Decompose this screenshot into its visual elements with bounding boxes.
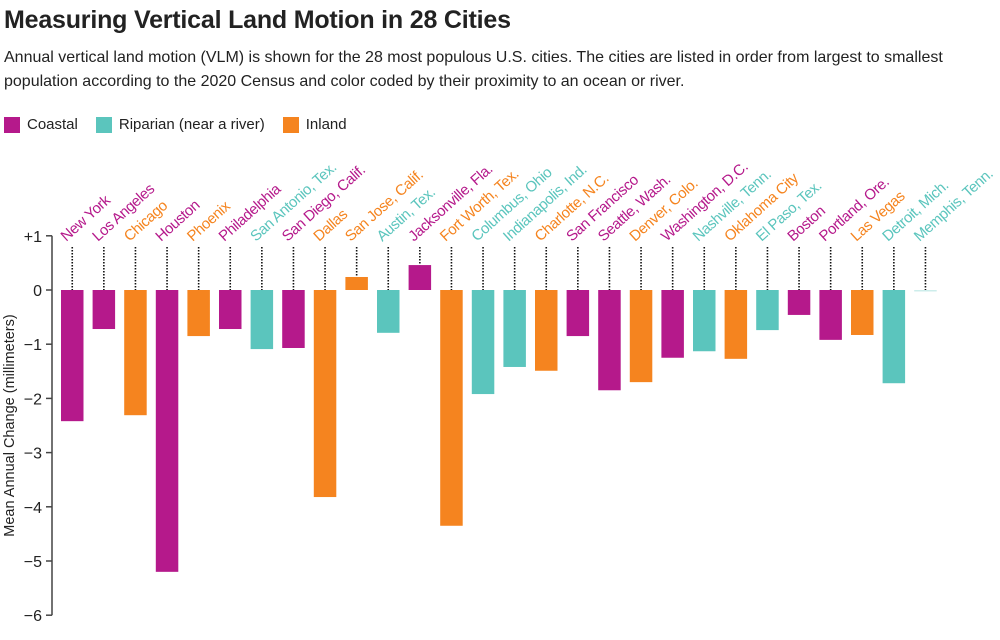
y-tick-label: −5 — [24, 554, 42, 571]
y-tick-label: −1 — [24, 337, 42, 354]
y-tick-label: −4 — [24, 500, 42, 517]
bar-chicago — [124, 290, 147, 416]
bar-nashville-tenn- — [693, 290, 716, 352]
bar-san-antonio-tex- — [250, 290, 274, 350]
legend-label: Coastal — [27, 116, 78, 133]
chart-title: Measuring Vertical Land Motion in 28 Cit… — [4, 6, 511, 34]
legend: Coastal Riparian (near a river) Inland — [4, 116, 347, 133]
bar-oklahoma-city — [724, 290, 748, 359]
y-tick-label: +1 — [24, 229, 42, 246]
bar-seattle-wash- — [598, 290, 621, 391]
y-tick-label: 0 — [33, 283, 42, 300]
legend-label: Inland — [305, 116, 347, 133]
chart-subtitle: Annual vertical land motion (VLM) is sho… — [4, 49, 943, 90]
bar-san-jose-calif- — [345, 276, 368, 290]
bar-indianapolis-ind- — [503, 290, 526, 367]
legend-item-coastal: Coastal — [4, 116, 78, 133]
bar-los-angeles — [92, 290, 116, 330]
legend-swatch-inland — [282, 116, 299, 133]
y-tick-label: −6 — [24, 608, 42, 625]
bar-houston — [155, 290, 179, 572]
bar-san-francisco — [566, 290, 590, 337]
bar-philadelphia — [219, 290, 242, 330]
bar-fort-worth-tex- — [440, 290, 463, 526]
bar-columbus-ohio — [471, 290, 495, 395]
bar-dallas — [313, 290, 337, 498]
bar-austin-tex- — [377, 290, 400, 333]
bar-portland-ore- — [819, 290, 842, 340]
y-axis-label: Mean Annual Change (millimeters) — [2, 314, 18, 536]
bar-denver-colo- — [629, 290, 653, 383]
bar-phoenix — [187, 290, 210, 337]
bar-boston — [787, 290, 811, 315]
bar-detroit-mich- — [882, 290, 906, 384]
bar-charlotte-n-c- — [535, 290, 558, 371]
legend-swatch-riparian — [95, 116, 112, 133]
bar-memphis-tenn- — [914, 290, 937, 292]
legend-swatch-coastal — [4, 116, 20, 133]
bar-el-paso-tex- — [756, 290, 779, 331]
bar-washington-d-c- — [661, 290, 684, 358]
legend-label: Riparian (near a river) — [118, 116, 265, 133]
y-tick-label: −3 — [24, 446, 42, 463]
bar-las-vegas — [851, 290, 874, 335]
bar-jacksonville-fla- — [408, 265, 432, 290]
bar-san-diego-calif- — [282, 290, 305, 348]
bar-new-york — [61, 290, 84, 422]
y-tick-label: −2 — [24, 391, 42, 408]
legend-item-riparian: Riparian (near a river) — [95, 116, 265, 133]
legend-item-inland: Inland — [282, 116, 347, 133]
